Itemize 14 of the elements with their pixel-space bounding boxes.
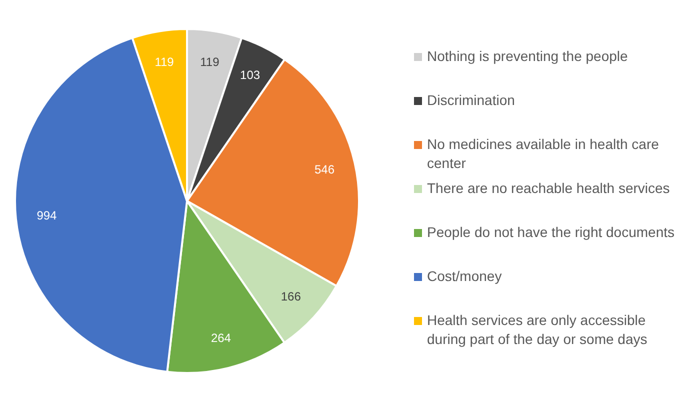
data-label: 264 [210, 330, 232, 345]
data-label: 103 [240, 68, 260, 82]
legend-label: People do not have the right documents [427, 223, 675, 242]
data-label: 166 [280, 289, 302, 304]
legend-label: Discrimination [427, 91, 515, 110]
legend-label: Health services are only accessible during part of the day or some days [427, 311, 648, 349]
data-label: 119 [154, 54, 174, 69]
data-label: 994 [36, 208, 58, 223]
data-label: 546 [314, 162, 335, 177]
data-label: 119 [200, 54, 220, 69]
legend-label: No medicines available in health care center [427, 135, 660, 173]
legend-label: There are no reachable health services [427, 179, 670, 198]
legend-label: Cost/money [427, 267, 502, 286]
legend-label: Nothing is preventing the people [427, 47, 628, 66]
